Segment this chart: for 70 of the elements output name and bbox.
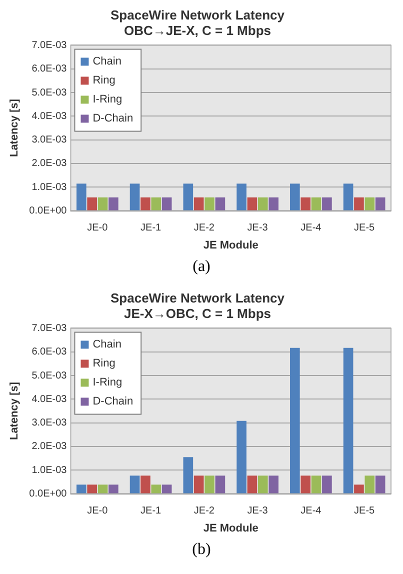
y-tick-label: 6.0E-03 [32, 64, 68, 75]
y-tick-label: 5.0E-03 [32, 370, 68, 382]
x-tick-label: JE-0 [87, 222, 108, 234]
bar [183, 457, 194, 494]
x-tick-label: JE-4 [300, 222, 322, 234]
y-tick-label: 7.0E-03 [32, 322, 68, 334]
y-axis-title: Latency [s] [8, 382, 21, 440]
y-tick-label: 3.0E-03 [32, 418, 68, 429]
x-axis-title: JE Module [203, 522, 258, 534]
bar [76, 484, 86, 494]
bar [236, 420, 246, 494]
bar [98, 484, 108, 494]
bar [311, 476, 322, 494]
bar [194, 476, 204, 494]
x-tick-label: JE-1 [140, 506, 162, 517]
x-tick-label: JE-5 [354, 506, 376, 517]
bar [140, 476, 150, 494]
bar [268, 476, 278, 494]
y-tick-label: 4.0E-03 [32, 110, 68, 122]
legend-label: Ring [92, 358, 116, 370]
bar [247, 476, 258, 494]
bar [375, 476, 386, 494]
legend-label: D-Chain [92, 396, 134, 408]
legend-label: Chain [92, 338, 122, 351]
bar [322, 476, 332, 494]
chart-subtitle: JE-X→OBC, C = 1 Mbps [124, 306, 271, 321]
y-tick-label: 1.0E-03 [32, 182, 68, 193]
y-tick-label: 2.0E-03 [32, 441, 68, 452]
bar [204, 476, 214, 494]
x-tick-label: JE-4 [300, 506, 322, 517]
legend-label: Ring [92, 74, 116, 87]
y-tick-label: 3.0E-03 [32, 134, 68, 146]
bar [215, 476, 226, 494]
y-axis-title: Latency [s] [8, 98, 21, 158]
bar [258, 476, 268, 494]
bar [87, 484, 97, 494]
chart-subtitle: OBC→JE-X, C = 1 Mbps [124, 22, 271, 38]
legend-label: I-Ring [92, 94, 122, 106]
y-tick-label: 4.0E-03 [32, 394, 68, 405]
legend-label: D-Chain [92, 112, 134, 125]
text: (b) [191, 540, 212, 560]
x-axis-title: JE Module [203, 239, 258, 252]
bar [364, 476, 375, 494]
y-tick-label: 1.0E-03 [32, 464, 68, 476]
y-tick-label: 6.0E-03 [32, 346, 68, 358]
bar [151, 484, 162, 494]
chart-title: SpaceWire Network Latency [110, 7, 286, 22]
bar [162, 484, 172, 494]
x-tick-label: JE-1 [140, 222, 162, 234]
text: (a) [192, 257, 212, 277]
x-tick-label: JE-0 [87, 506, 108, 517]
bar [354, 484, 364, 494]
x-tick-label: JE-2 [194, 222, 215, 234]
y-tick-label: 0.0E+00 [29, 488, 68, 500]
x-tick-label: JE-3 [247, 222, 268, 234]
bar [290, 348, 300, 494]
legend-label: I-Ring [92, 376, 122, 389]
legend-label: Chain [92, 56, 122, 68]
bar [343, 348, 354, 494]
x-tick-label: JE-2 [194, 506, 215, 517]
y-tick-label: 5.0E-03 [32, 87, 68, 98]
chart-title: SpaceWire Network Latency [110, 290, 286, 306]
x-tick-label: JE-5 [354, 222, 376, 234]
y-tick-label: 0.0E+00 [29, 206, 68, 217]
bar [300, 476, 311, 494]
y-tick-label: 2.0E-03 [32, 158, 68, 170]
y-tick-label: 7.0E-03 [32, 40, 68, 51]
bar [130, 476, 140, 494]
x-tick-label: JE-3 [247, 506, 268, 517]
bar [108, 484, 118, 494]
